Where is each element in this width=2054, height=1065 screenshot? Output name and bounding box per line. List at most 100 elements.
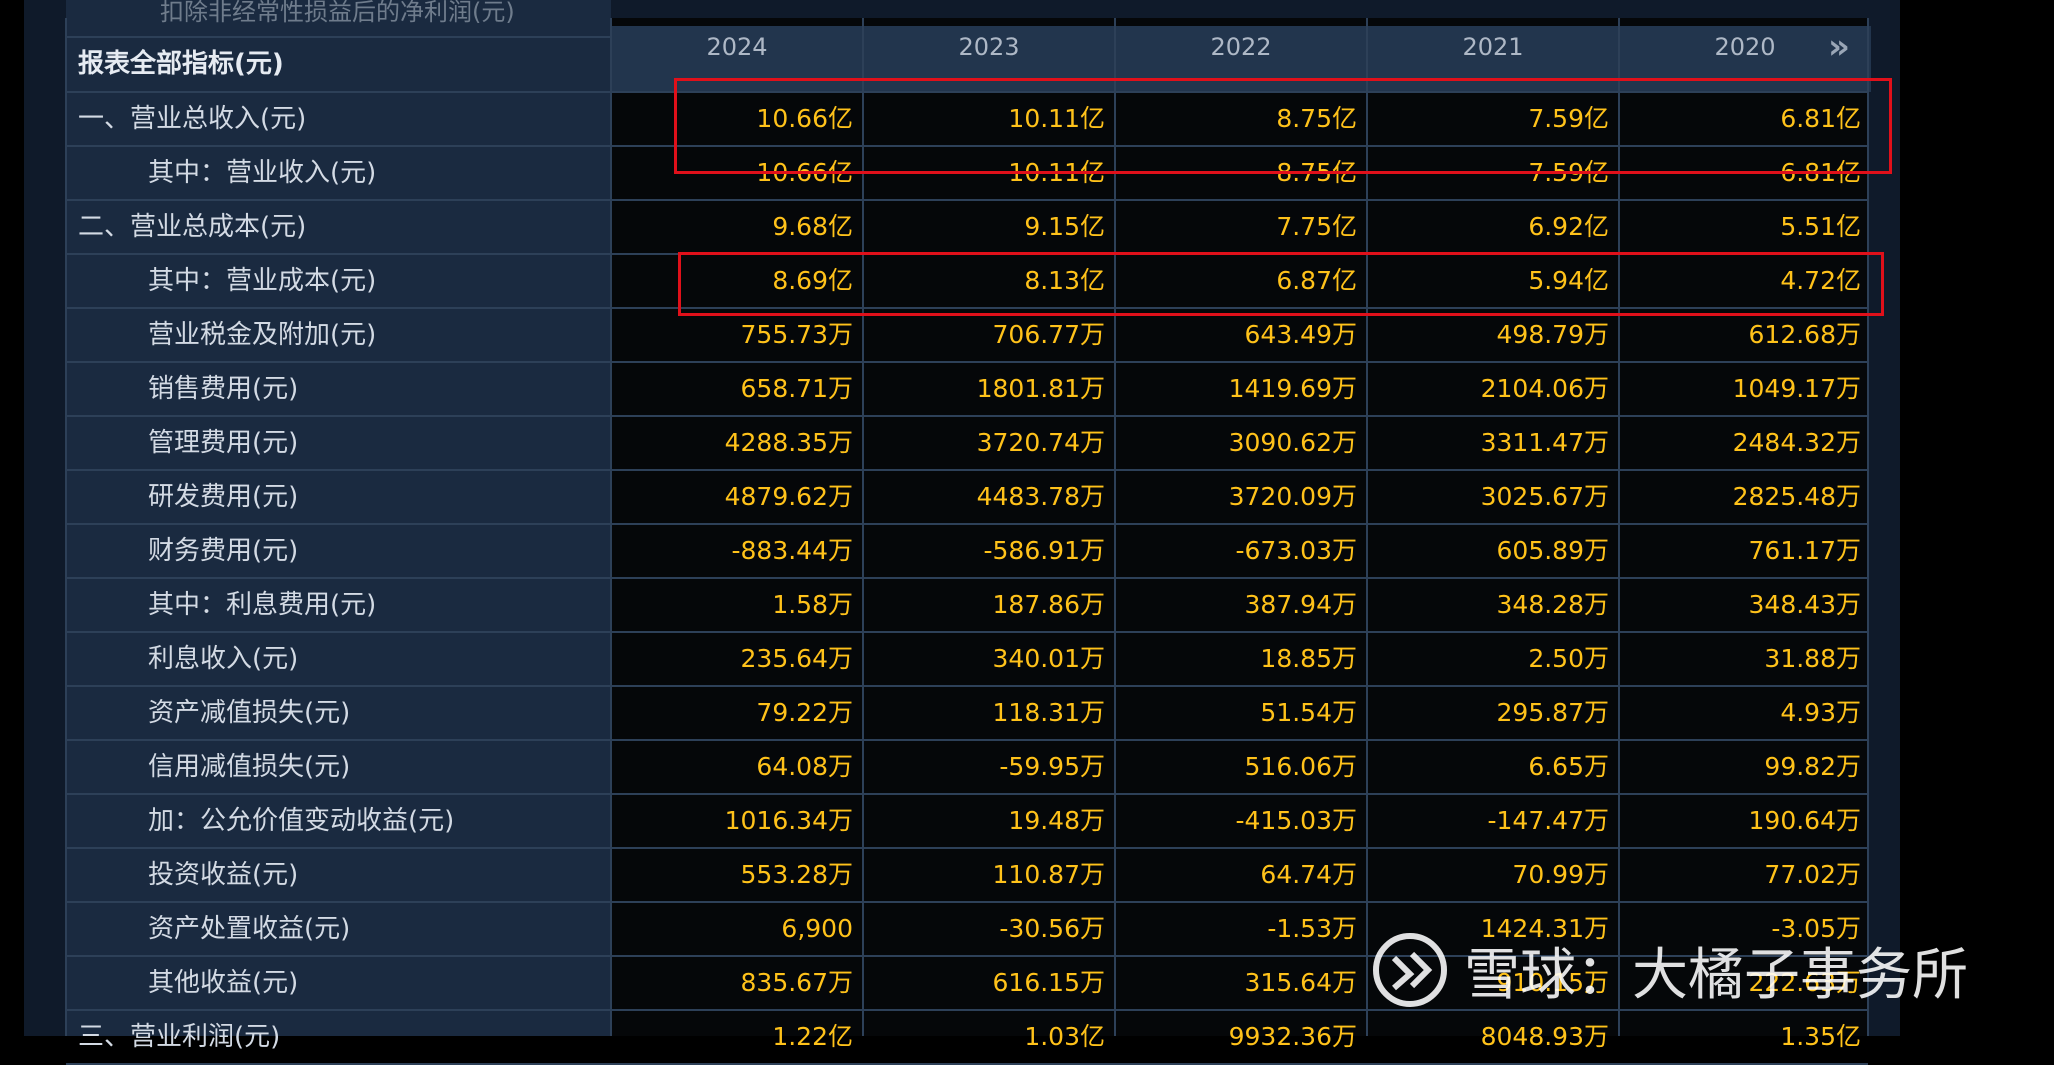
value-cell: 3025.67万 xyxy=(1480,482,1609,511)
value-cell: 118.31万 xyxy=(992,698,1105,727)
year-header-2024[interactable]: 2024 xyxy=(611,26,863,92)
value-cell: 315.64万 xyxy=(1244,968,1357,997)
value-cell: 8.75亿 xyxy=(1276,104,1357,133)
value-cell: 1801.81万 xyxy=(976,374,1105,403)
row-divider xyxy=(66,523,1868,525)
value-cell: 187.86万 xyxy=(992,590,1105,619)
value-cell: 6.92亿 xyxy=(1528,212,1609,241)
year-header-2022[interactable]: 2022 xyxy=(1115,26,1367,92)
value-cell: -147.47万 xyxy=(1487,806,1610,835)
year-header-2021[interactable]: 2021 xyxy=(1367,26,1619,92)
row-label: 销售费用(元) xyxy=(148,374,299,404)
row-label: 其中：营业收入(元) xyxy=(148,158,377,188)
row-divider xyxy=(66,847,1868,849)
double-chevron-right-icon[interactable]: » xyxy=(1828,27,1850,67)
value-cell: 3720.09万 xyxy=(1228,482,1357,511)
value-cell: 1419.69万 xyxy=(1228,374,1357,403)
value-cell: 3090.62万 xyxy=(1228,428,1357,457)
row-divider xyxy=(66,145,1868,147)
year-header-2023[interactable]: 2023 xyxy=(863,26,1115,92)
value-cell: 8.13亿 xyxy=(1024,266,1105,295)
value-cell: 387.94万 xyxy=(1244,590,1357,619)
value-cell: 706.77万 xyxy=(992,320,1105,349)
value-cell: 4.72亿 xyxy=(1780,266,1861,295)
row-label: 资产减值损失(元) xyxy=(148,698,351,728)
row-label: 管理费用(元) xyxy=(148,428,299,458)
value-cell: 1016.34万 xyxy=(724,806,853,835)
row-divider xyxy=(66,739,1868,741)
value-cell: 835.67万 xyxy=(740,968,853,997)
value-cell: 348.28万 xyxy=(1496,590,1609,619)
table-row: 二、营业总成本(元) 9.68亿 9.15亿 7.75亿 6.92亿 5.51亿 xyxy=(66,200,1868,254)
value-cell: 6,900 xyxy=(781,914,853,943)
table-row: 加：公允价值变动收益(元) 1016.34万 19.48万 -415.03万 -147.… xyxy=(66,794,1868,848)
row-divider xyxy=(66,955,1868,957)
value-cell: 516.06万 xyxy=(1244,752,1357,781)
value-cell: 1.35亿 xyxy=(1780,1022,1861,1051)
value-cell: 4.93万 xyxy=(1780,698,1861,727)
table-row: 其中：营业成本(元) 8.69亿 8.13亿 6.87亿 5.94亿 4.72亿 xyxy=(66,254,1868,308)
value-cell: 19.48万 xyxy=(1008,806,1105,835)
row-label: 二、营业总成本(元) xyxy=(78,212,307,242)
value-cell: 1.22亿 xyxy=(772,1022,853,1051)
value-cell: 1424.31万 xyxy=(1480,914,1609,943)
table-row: 资产减值损失(元) 79.22万 118.31万 51.54万 295.87万 4.93万 xyxy=(66,686,1868,740)
value-cell: 348.43万 xyxy=(1748,590,1861,619)
column-divider xyxy=(862,18,864,1036)
value-cell: 2484.32万 xyxy=(1732,428,1861,457)
value-cell: 7.59亿 xyxy=(1528,104,1609,133)
row-label: 三、营业利润(元) xyxy=(78,1022,281,1052)
value-cell: -1.53万 xyxy=(1267,914,1357,943)
value-cell: 2825.48万 xyxy=(1732,482,1861,511)
value-cell: 4483.78万 xyxy=(976,482,1105,511)
value-cell: 235.64万 xyxy=(740,644,853,673)
value-cell: 70.99万 xyxy=(1512,860,1609,889)
value-cell: 658.71万 xyxy=(740,374,853,403)
table-row: 资产处置收益(元) 6,900 -30.56万 -1.53万 1424.31万 -3.05… xyxy=(66,902,1868,956)
partial-row-label: 扣除非经常性损益后的净利润(元) xyxy=(160,0,515,24)
value-cell: 5.51亿 xyxy=(1780,212,1861,241)
table-row: 三、营业利润(元) 1.22亿 1.03亿 9932.36万 8048.93万 1.35亿 xyxy=(66,1010,1868,1064)
value-cell: 7.75亿 xyxy=(1276,212,1357,241)
row-divider xyxy=(66,469,1868,471)
value-cell: 8.69亿 xyxy=(772,266,853,295)
watermark-text: 雪球：大橘子事务所 xyxy=(1464,942,1968,1008)
section-label: 报表全部指标(元) xyxy=(78,49,284,79)
value-cell: -883.44万 xyxy=(731,536,854,565)
table-row: 投资收益(元) 553.28万 110.87万 64.74万 70.99万 77.02万 xyxy=(66,848,1868,902)
row-divider xyxy=(66,91,1868,93)
value-cell: 190.64万 xyxy=(1748,806,1861,835)
table-row: 财务费用(元) -883.44万 -586.91万 -673.03万 605.89万 76… xyxy=(66,524,1868,578)
table-row: 其中：利息费用(元) 1.58万 187.86万 387.94万 348.28万 348.… xyxy=(66,578,1868,632)
value-cell: 498.79万 xyxy=(1496,320,1609,349)
value-cell: 4288.35万 xyxy=(724,428,853,457)
year-header-2020[interactable]: 2020 xyxy=(1619,26,1871,92)
table-row: 管理费用(元) 4288.35万 3720.74万 3090.62万 3311.47万 2… xyxy=(66,416,1868,470)
value-cell: -30.56万 xyxy=(999,914,1105,943)
row-label: 投资收益(元) xyxy=(148,860,299,890)
value-cell: 605.89万 xyxy=(1496,536,1609,565)
row-divider xyxy=(66,199,1868,201)
row-divider xyxy=(66,1009,1868,1011)
row-label: 其他收益(元) xyxy=(148,968,299,998)
value-cell: 761.17万 xyxy=(1748,536,1861,565)
table-row: 利息收入(元) 235.64万 340.01万 18.85万 2.50万 31.88万 xyxy=(66,632,1868,686)
row-label: 加：公允价值变动收益(元) xyxy=(148,806,455,836)
value-cell: 99.82万 xyxy=(1764,752,1861,781)
value-cell: 2104.06万 xyxy=(1480,374,1609,403)
value-cell: 9.68亿 xyxy=(772,212,853,241)
value-cell: -673.03万 xyxy=(1235,536,1358,565)
value-cell: 64.74万 xyxy=(1260,860,1357,889)
column-divider xyxy=(1366,18,1368,1036)
value-cell: 4879.62万 xyxy=(724,482,853,511)
column-divider xyxy=(1114,18,1116,1036)
value-cell: 612.68万 xyxy=(1748,320,1861,349)
row-divider xyxy=(66,577,1868,579)
row-divider xyxy=(66,361,1868,363)
row-divider xyxy=(66,415,1868,417)
row-label: 营业税金及附加(元) xyxy=(148,320,377,350)
indicator-label-column xyxy=(66,0,611,1036)
table-row: 营业税金及附加(元) 755.73万 706.77万 643.49万 498.79万 61… xyxy=(66,308,1868,362)
data-value-area xyxy=(611,18,1868,1036)
value-cell: 31.88万 xyxy=(1764,644,1861,673)
